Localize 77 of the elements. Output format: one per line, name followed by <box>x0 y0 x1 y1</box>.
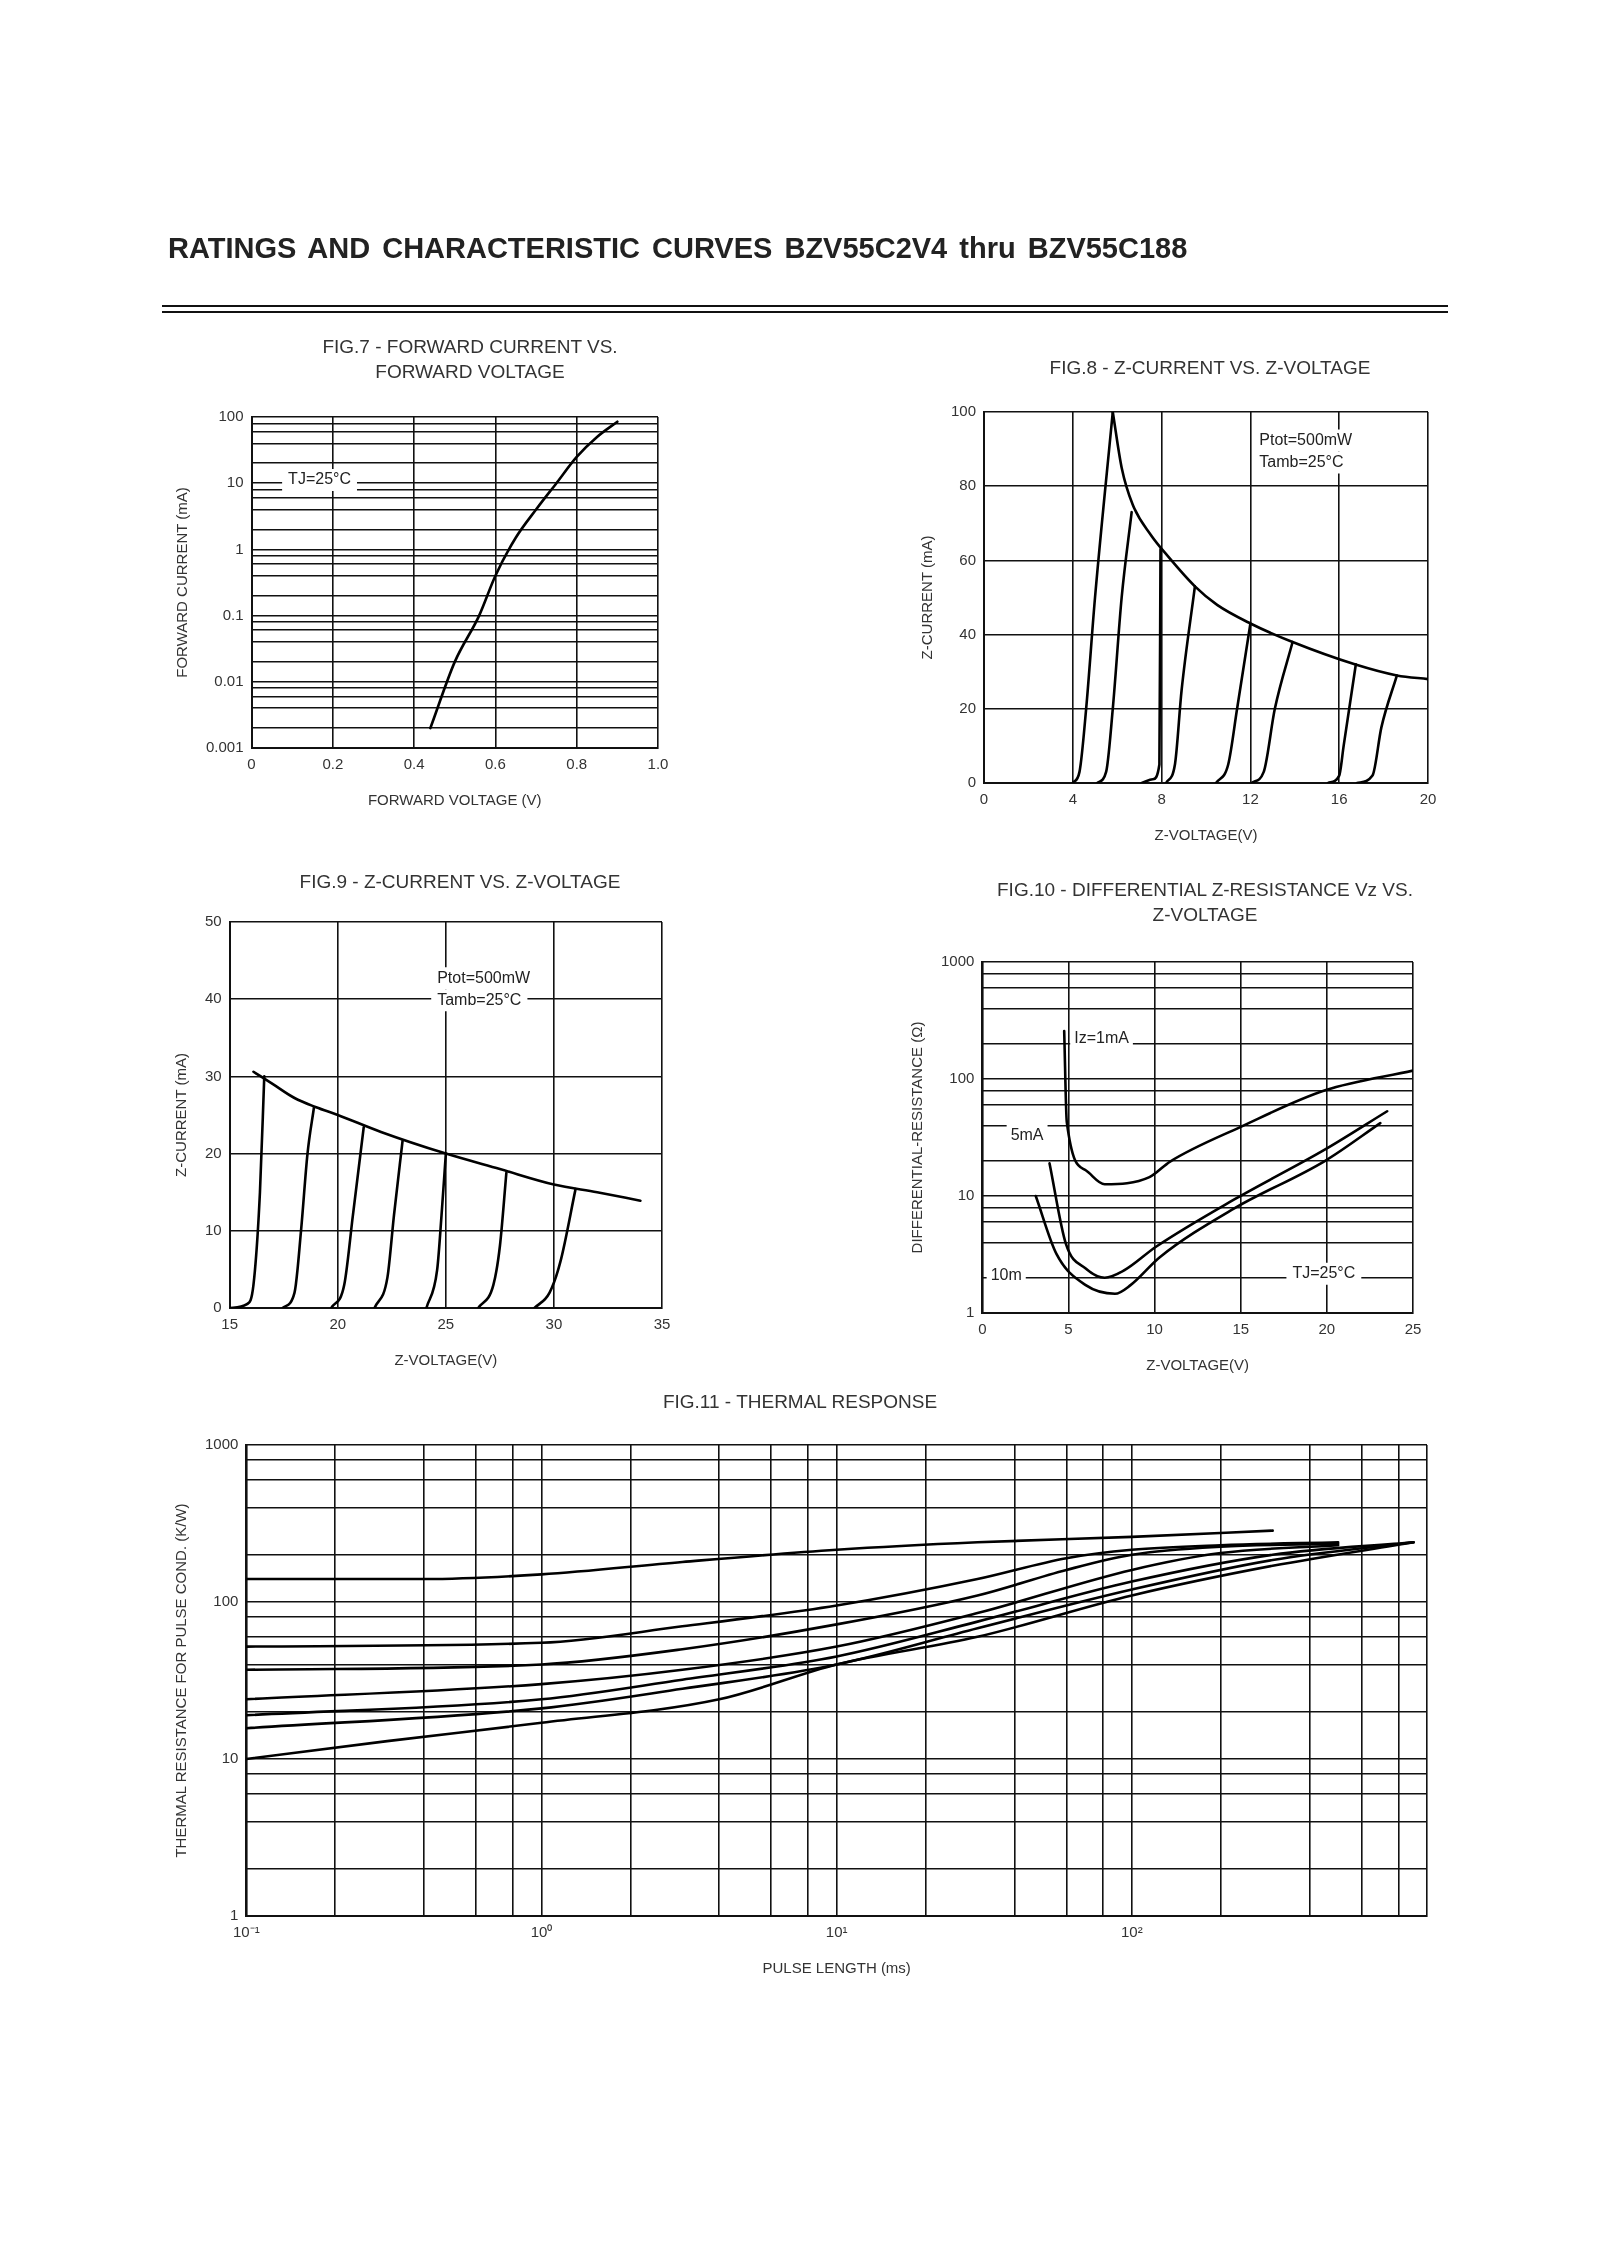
y-tick-label: 100 <box>949 1069 975 1087</box>
y-tick-label: 60 <box>959 550 977 568</box>
y-tick-label: 80 <box>959 476 977 494</box>
annotation: Ptot=500mW <box>1259 430 1354 448</box>
y-tick-label: 1000 <box>204 1435 239 1453</box>
chart-title: FIG.8 - Z-CURRENT VS. Z-VOLTAGE <box>1048 356 1372 380</box>
x-tick-label: 10¹ <box>825 1923 848 1941</box>
y-tick-label: 10 <box>226 473 244 491</box>
y-axis-title: Z-CURRENT (mA) <box>172 1053 190 1177</box>
series-label: Iz=1mA <box>1074 1029 1130 1047</box>
y-tick-label: 0.1 <box>222 605 244 623</box>
y-tick-label: 10 <box>205 1220 222 1238</box>
chart-title: FIG.7 - FORWARD CURRENT VS. FORWARD VOLTAGE <box>321 335 619 384</box>
x-tick-label: 20 <box>1419 790 1437 808</box>
x-tick-label: 0 <box>979 790 989 808</box>
y-tick-label: 0 <box>967 773 977 791</box>
x-tick-label: 25 <box>437 1315 455 1333</box>
x-tick-label: 12 <box>1242 790 1259 808</box>
chart-title: FIG.10 - DIFFERENTIAL Z-RESISTANCE Vz VS. Z-VOLTAGE <box>996 878 1414 927</box>
y-tick-label: 0.01 <box>214 671 244 689</box>
y-tick-label: 10 <box>221 1749 239 1767</box>
x-tick-label: 30 <box>545 1315 563 1333</box>
y-tick-label: 1 <box>966 1303 975 1321</box>
x-tick-label: 16 <box>1330 790 1348 808</box>
y-tick-label: 20 <box>205 1143 222 1161</box>
y-tick-label: 20 <box>959 698 977 716</box>
y-axis-title: DIFFERENTIAL-RESISTANCE (Ω) <box>908 1021 926 1254</box>
y-axis-title: Z-CURRENT (mA) <box>918 535 936 660</box>
x-axis-title: Z-VOLTAGE(V) <box>1154 826 1258 844</box>
y-tick-label: 0.001 <box>205 738 244 756</box>
chart-title: FIG.11 - THERMAL RESPONSE <box>661 1390 939 1414</box>
y-tick-label: 50 <box>205 912 222 930</box>
y-tick-label: 1 <box>235 539 244 557</box>
y-axis-title: THERMAL RESISTANCE FOR PULSE COND. (K/W) <box>172 1503 190 1858</box>
x-axis-title: FORWARD VOLTAGE (V) <box>367 791 542 809</box>
x-tick-label: 0.2 <box>322 755 344 773</box>
annotation: Ptot=500mW <box>437 968 532 986</box>
x-tick-label: 15 <box>221 1315 239 1333</box>
series-label: 5mA <box>1010 1125 1044 1143</box>
x-tick-label: 0.6 <box>484 755 506 773</box>
x-tick-label: 4 <box>1068 790 1077 808</box>
y-tick-label: 100 <box>218 407 244 425</box>
y-tick-label: 100 <box>951 402 977 420</box>
y-tick-label: 1 <box>230 1906 239 1924</box>
x-tick-label: 10⁻¹ <box>233 1923 260 1941</box>
x-tick-label: 0 <box>247 755 256 773</box>
x-tick-label: 35 <box>653 1315 671 1333</box>
annotation: Tamb=25°C <box>437 990 522 1008</box>
x-tick-label: 10⁰ <box>530 1923 553 1941</box>
x-tick-label: 25 <box>1404 1320 1422 1338</box>
y-tick-label: 0 <box>213 1298 222 1316</box>
text: 10m <box>990 1266 1022 1284</box>
annotation: TJ=25°C <box>288 470 351 488</box>
x-tick-label: 15 <box>1232 1320 1250 1338</box>
x-tick-label: 10 <box>1146 1320 1163 1338</box>
text: RATINGS AND CHARACTERISTIC CURVES BZV55C2V4 thru BZV55C188 <box>168 232 1188 265</box>
x-axis-title: Z-VOLTAGE(V) <box>394 1351 498 1369</box>
x-tick-label: 5 <box>1064 1320 1073 1338</box>
y-tick-label: 40 <box>205 989 222 1007</box>
x-tick-label: 10² <box>1121 1923 1143 1941</box>
y-tick-label: 1000 <box>940 952 975 970</box>
annotation: TJ=25°C <box>1292 1264 1356 1282</box>
y-tick-label: 40 <box>959 624 977 642</box>
annotation: Tamb=25°C <box>1259 452 1344 470</box>
y-tick-label: 10 <box>957 1186 975 1204</box>
x-tick-label: 8 <box>1157 790 1166 808</box>
y-axis-title: FORWARD CURRENT (mA) <box>173 487 191 678</box>
chart-title: FIG.9 - Z-CURRENT VS. Z-VOLTAGE <box>298 870 622 894</box>
x-tick-label: 0.4 <box>403 755 425 773</box>
x-axis-title: Z-VOLTAGE(V) <box>1146 1356 1250 1374</box>
x-axis-title: PULSE LENGTH (ms) <box>762 1959 911 1977</box>
x-tick-label: 20 <box>1318 1320 1336 1338</box>
x-tick-label: 0.8 <box>566 755 588 773</box>
x-tick-label: 1.0 <box>647 755 669 773</box>
y-tick-label: 30 <box>205 1066 222 1084</box>
x-tick-label: 20 <box>329 1315 347 1333</box>
y-tick-label: 100 <box>213 1592 239 1610</box>
